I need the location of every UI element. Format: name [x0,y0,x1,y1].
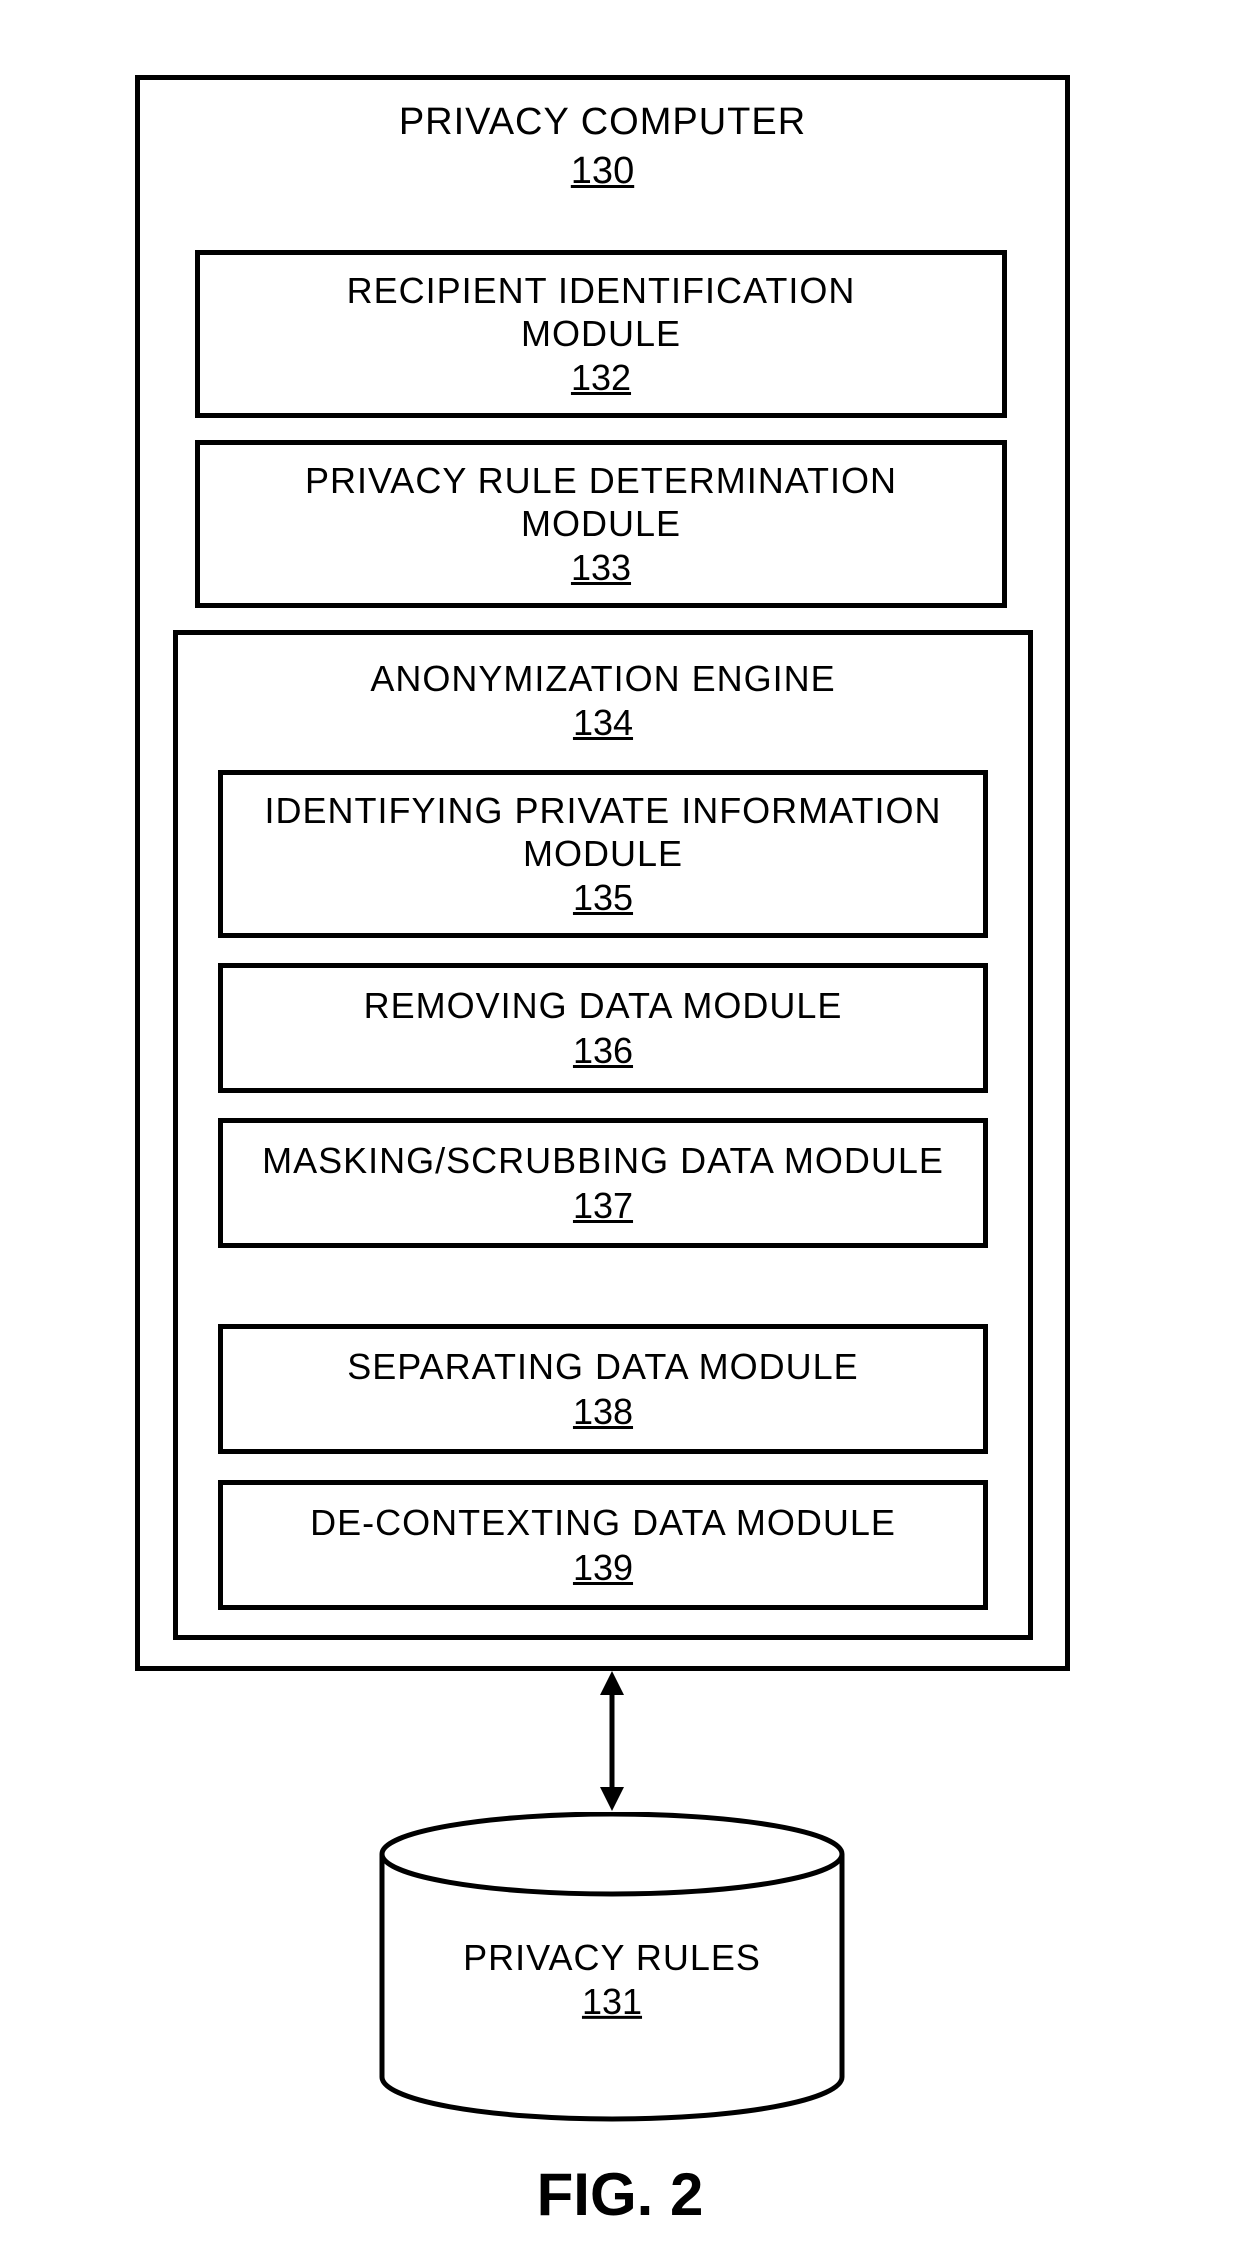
module-title-line: MODULE [523,832,683,875]
figure-caption: FIG. 2 [0,2160,1240,2229]
module-title-line: MODULE [521,502,681,545]
privacy-computer-header: PRIVACY COMPUTER 130 [135,100,1070,193]
module-ref: 139 [573,1547,633,1589]
module-ref: 132 [571,357,631,399]
module-title-line: IDENTIFYING PRIVATE INFORMATION [264,789,941,832]
double-arrow-icon [597,1671,627,1811]
module-ref: 138 [573,1391,633,1433]
engine-title: ANONYMIZATION ENGINE [178,657,1028,700]
module-title-line: RECIPIENT IDENTIFICATION [347,269,856,312]
removing-data-module: REMOVING DATA MODULE 136 [218,963,988,1093]
separating-data-module: SEPARATING DATA MODULE 138 [218,1324,988,1454]
module-title-line: PRIVACY RULE DETERMINATION [305,459,897,502]
module-ref: 136 [573,1030,633,1072]
module-title-line: SEPARATING DATA MODULE [347,1345,858,1388]
module-title-line: DE-CONTEXTING DATA MODULE [310,1501,896,1544]
module-ref: 133 [571,547,631,589]
privacy-computer-ref: 130 [135,150,1070,193]
privacy-rule-determination-module: PRIVACY RULE DETERMINATION MODULE 133 [195,440,1007,608]
masking-scrubbing-data-module: MASKING/SCRUBBING DATA MODULE 137 [218,1118,988,1248]
recipient-identification-module: RECIPIENT IDENTIFICATION MODULE 132 [195,250,1007,418]
module-title-line: REMOVING DATA MODULE [364,984,843,1027]
engine-ref: 134 [178,702,1028,744]
module-ref: 135 [573,877,633,919]
identifying-private-information-module: IDENTIFYING PRIVATE INFORMATION MODULE 1… [218,770,988,938]
privacy-rules-datastore: PRIVACY RULES 131 [377,1812,847,2122]
diagram-canvas: PRIVACY COMPUTER 130 RECIPIENT IDENTIFIC… [0,0,1240,2256]
module-title-line: MODULE [521,312,681,355]
decontexting-data-module: DE-CONTEXTING DATA MODULE 139 [218,1480,988,1610]
module-title-line: MASKING/SCRUBBING DATA MODULE [262,1139,944,1182]
privacy-computer-title: PRIVACY COMPUTER [135,100,1070,146]
datastore-ref: 131 [377,1981,847,2023]
module-ref: 137 [573,1185,633,1227]
datastore-title: PRIVACY RULES [377,1936,847,1979]
